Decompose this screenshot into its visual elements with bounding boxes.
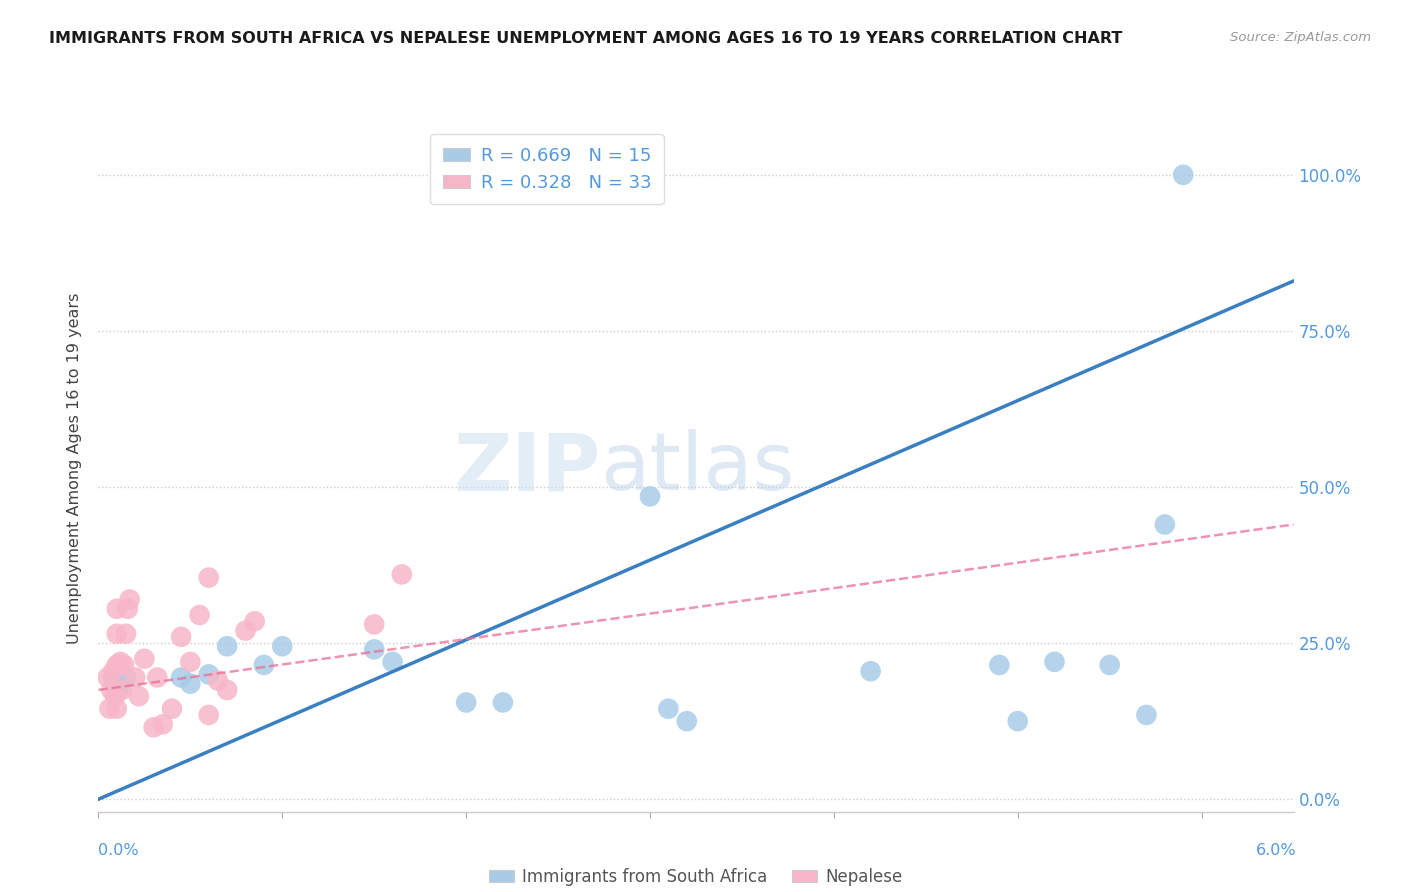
Point <box>111 683 134 698</box>
Point <box>217 639 239 653</box>
Point <box>381 655 404 669</box>
Point <box>179 676 201 690</box>
Point <box>134 651 156 665</box>
Point <box>197 708 219 723</box>
Point <box>117 602 139 616</box>
Point <box>97 671 120 685</box>
Point <box>188 608 211 623</box>
Text: IMMIGRANTS FROM SOUTH AFRICA VS NEPALESE UNEMPLOYMENT AMONG AGES 16 TO 19 YEARS : IMMIGRANTS FROM SOUTH AFRICA VS NEPALESE… <box>49 31 1122 46</box>
Text: Source: ZipAtlas.com: Source: ZipAtlas.com <box>1230 31 1371 45</box>
Point <box>363 642 385 657</box>
Point <box>170 671 193 685</box>
Point <box>152 717 174 731</box>
Point <box>217 683 239 698</box>
Point <box>128 689 150 703</box>
Point <box>1098 658 1121 673</box>
Point <box>235 624 257 638</box>
Point <box>124 671 146 685</box>
Point <box>271 639 294 653</box>
Point <box>115 626 138 640</box>
Text: atlas: atlas <box>600 429 794 508</box>
Point <box>115 671 138 685</box>
Point <box>105 626 128 640</box>
Point <box>1135 708 1157 723</box>
Point <box>101 664 124 679</box>
Point <box>1043 655 1066 669</box>
Point <box>110 655 132 669</box>
Point <box>118 592 141 607</box>
Point <box>1153 517 1175 532</box>
Point <box>197 667 219 681</box>
Point <box>104 689 127 703</box>
Y-axis label: Unemployment Among Ages 16 to 19 years: Unemployment Among Ages 16 to 19 years <box>67 293 83 644</box>
Point <box>146 671 169 685</box>
Point <box>1007 714 1029 728</box>
Text: ZIP: ZIP <box>453 429 600 508</box>
Point <box>101 671 124 685</box>
Text: 0.0%: 0.0% <box>98 843 139 858</box>
Point <box>170 630 193 644</box>
Point <box>105 658 128 673</box>
Point <box>638 489 661 503</box>
Point <box>253 658 276 673</box>
Point <box>363 617 385 632</box>
Point <box>98 701 121 715</box>
Point <box>243 614 266 628</box>
Point <box>197 571 219 585</box>
Point <box>988 658 1011 673</box>
Point <box>160 701 183 715</box>
Point <box>675 714 697 728</box>
Text: 6.0%: 6.0% <box>1256 843 1296 858</box>
Point <box>859 664 882 679</box>
Point <box>1173 168 1195 182</box>
Point <box>100 683 122 698</box>
Point <box>657 701 679 715</box>
Point <box>207 673 229 688</box>
Point <box>105 701 128 715</box>
Point <box>105 602 128 616</box>
Point <box>142 721 165 735</box>
Legend: Immigrants from South Africa, Nepalese: Immigrants from South Africa, Nepalese <box>482 862 910 892</box>
Point <box>456 696 478 710</box>
Point <box>105 683 128 698</box>
Point <box>391 567 413 582</box>
Point <box>110 680 132 694</box>
Point <box>492 696 515 710</box>
Point <box>112 658 135 673</box>
Point <box>179 655 201 669</box>
